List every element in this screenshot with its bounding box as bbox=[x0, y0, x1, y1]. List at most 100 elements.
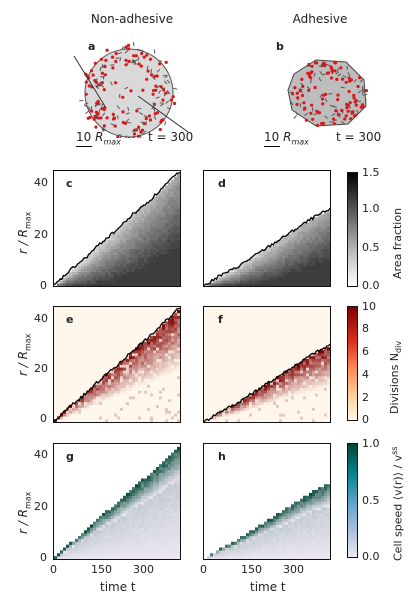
heat-cell bbox=[252, 410, 256, 414]
heat-cell bbox=[174, 407, 178, 411]
heat-cell bbox=[141, 401, 145, 406]
cell-rod bbox=[83, 104, 88, 108]
heat-cell bbox=[171, 260, 175, 264]
heat-cell bbox=[108, 260, 112, 264]
heat-cell bbox=[321, 370, 325, 374]
heat-cell bbox=[138, 378, 142, 383]
heat-cell bbox=[255, 263, 259, 267]
heat-cell bbox=[312, 407, 316, 411]
heat-cell bbox=[84, 271, 88, 275]
heat-cell bbox=[96, 524, 100, 528]
heat-cell bbox=[105, 510, 109, 514]
heat-cell bbox=[174, 315, 178, 319]
heat-cell bbox=[111, 237, 115, 241]
heat-cell bbox=[279, 515, 283, 520]
heat-cell bbox=[300, 263, 304, 267]
heat-cell bbox=[258, 277, 262, 281]
heat-cell bbox=[117, 507, 121, 511]
heat-cell bbox=[165, 330, 169, 334]
heat-cell bbox=[177, 495, 180, 499]
heat-cell bbox=[132, 355, 136, 360]
heat-cell bbox=[240, 274, 244, 278]
heat-cell bbox=[171, 530, 175, 534]
heat-cell bbox=[147, 487, 151, 491]
heat-cell bbox=[168, 228, 172, 232]
heat-cell bbox=[78, 280, 82, 284]
heat-cell bbox=[300, 265, 304, 270]
heat-cell bbox=[66, 280, 70, 284]
heat-cell bbox=[138, 492, 142, 497]
heat-cell bbox=[315, 536, 319, 540]
cell-dot bbox=[173, 101, 177, 106]
heat-cell bbox=[114, 533, 118, 537]
heat-cell bbox=[174, 280, 178, 284]
heat-cell bbox=[219, 550, 223, 554]
heat-cell bbox=[225, 277, 229, 281]
heat-cell bbox=[168, 475, 172, 479]
heat-cell bbox=[141, 268, 145, 272]
heat-cell bbox=[300, 518, 304, 522]
heat-cell bbox=[72, 553, 76, 557]
heat-cell bbox=[321, 541, 325, 545]
heat-cell bbox=[150, 515, 154, 520]
heat-cell bbox=[153, 495, 157, 499]
heat-cell bbox=[228, 416, 232, 420]
heat-cell bbox=[225, 413, 229, 417]
heat-cell bbox=[264, 268, 268, 272]
heat-cell bbox=[174, 222, 178, 226]
heat-cell bbox=[297, 547, 301, 551]
heat-cell bbox=[264, 390, 268, 394]
heat-cell bbox=[147, 274, 151, 278]
cell-dot bbox=[132, 54, 136, 58]
heat-cell bbox=[132, 410, 136, 414]
heat-cell bbox=[246, 536, 250, 540]
heat-cell bbox=[162, 524, 166, 528]
heat-cell bbox=[84, 410, 88, 414]
heat-cell bbox=[120, 544, 124, 548]
heat-cell bbox=[174, 527, 178, 531]
heat-cell bbox=[138, 350, 142, 354]
heat-cell bbox=[174, 464, 178, 468]
heat-cell bbox=[324, 254, 328, 258]
heat-cell bbox=[288, 553, 292, 557]
cell-dot bbox=[358, 76, 362, 80]
cell-dot bbox=[307, 62, 311, 67]
heat-cell bbox=[156, 530, 160, 534]
heat-cell bbox=[324, 507, 328, 511]
heat-cell bbox=[168, 191, 172, 195]
heat-cell bbox=[102, 274, 106, 278]
heat-cell bbox=[141, 355, 145, 360]
heat-cell bbox=[102, 553, 106, 557]
cell-dot bbox=[336, 93, 340, 97]
cell-dot bbox=[316, 123, 320, 127]
heat-cell bbox=[156, 367, 160, 371]
heat-cell bbox=[120, 245, 124, 249]
heat-cell bbox=[153, 544, 157, 548]
cbar-speed-label: Cell speed ⟨v(r)⟩ / vss bbox=[390, 446, 405, 561]
cell-rod bbox=[100, 84, 105, 88]
heat-cell bbox=[147, 257, 151, 261]
heat-cell bbox=[312, 498, 316, 502]
heat-cell bbox=[156, 492, 160, 497]
heat-cell bbox=[126, 515, 130, 520]
heat-cell bbox=[159, 257, 163, 261]
heat-cell bbox=[105, 283, 109, 286]
heat-cell bbox=[171, 222, 175, 226]
heat-cell bbox=[324, 358, 328, 362]
cell-rod bbox=[163, 80, 168, 85]
heat-cell bbox=[303, 553, 307, 557]
heat-cell bbox=[306, 234, 310, 238]
heat-cell bbox=[111, 248, 115, 252]
heat-cell bbox=[117, 396, 121, 400]
heat-cell bbox=[324, 251, 328, 255]
heat-cell bbox=[264, 384, 268, 388]
heat-cell bbox=[303, 419, 307, 422]
heat-cell bbox=[159, 510, 163, 514]
heat-cell bbox=[93, 401, 97, 406]
cell-dot bbox=[302, 101, 306, 105]
heat-cell bbox=[315, 507, 319, 511]
cell-rod bbox=[102, 64, 106, 68]
cell-dot bbox=[121, 110, 125, 114]
heat-cell bbox=[144, 495, 148, 499]
heat-cell bbox=[111, 530, 115, 534]
